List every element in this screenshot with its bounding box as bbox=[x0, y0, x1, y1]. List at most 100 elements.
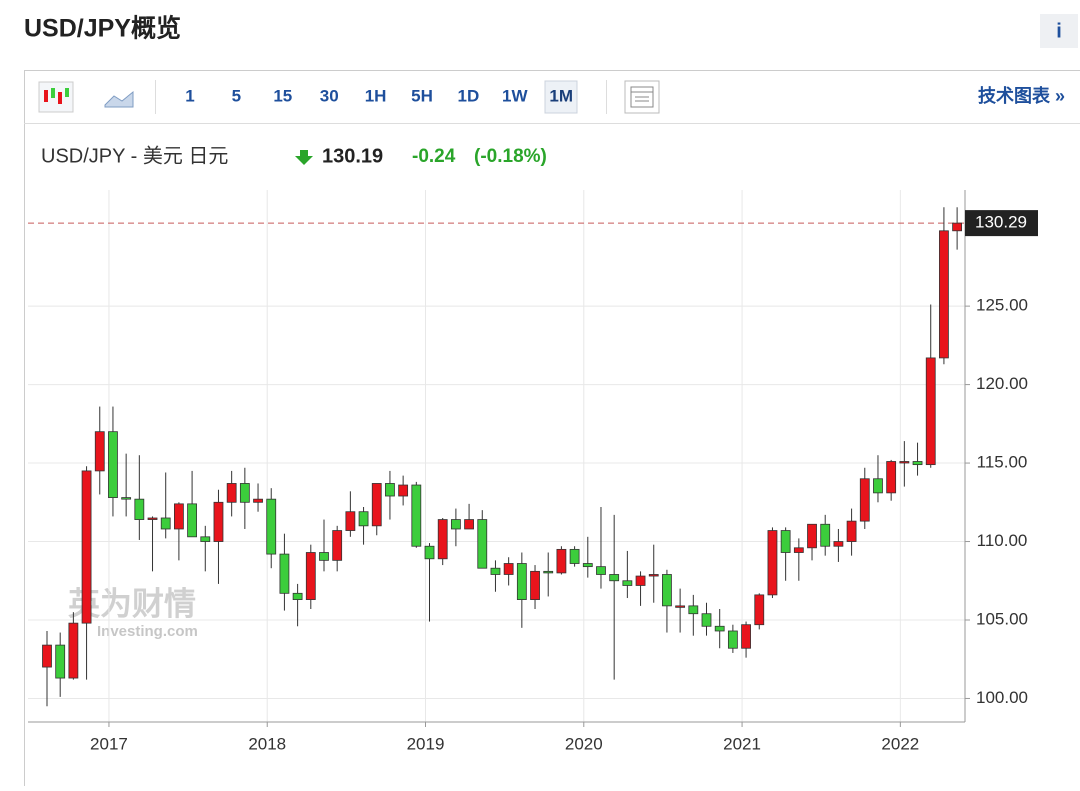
y-tick-label: 125.00 bbox=[976, 296, 1028, 315]
candle-body bbox=[636, 576, 645, 585]
candle-body bbox=[346, 512, 355, 531]
candle-body bbox=[596, 567, 605, 575]
candle-body bbox=[122, 498, 131, 500]
x-tick-label: 2020 bbox=[565, 734, 603, 753]
candle-body bbox=[570, 549, 579, 563]
layout-icon[interactable] bbox=[625, 81, 659, 113]
candle-body bbox=[649, 574, 658, 576]
candle-body bbox=[689, 606, 698, 614]
candle-body bbox=[56, 645, 65, 678]
candle-body bbox=[214, 502, 223, 541]
candle-body bbox=[491, 568, 500, 574]
candle-body bbox=[728, 631, 737, 648]
candle-body bbox=[478, 520, 487, 569]
candle-body bbox=[939, 231, 948, 358]
candle-body bbox=[808, 524, 817, 548]
candle-body bbox=[913, 461, 922, 464]
y-tick-label: 120.00 bbox=[976, 374, 1028, 393]
candle-body bbox=[847, 521, 856, 541]
candle-body bbox=[108, 432, 117, 498]
x-tick-label: 2019 bbox=[407, 734, 445, 753]
candle-body bbox=[438, 520, 447, 559]
last-price-label: 130.29 bbox=[975, 213, 1027, 232]
candle-body bbox=[319, 553, 328, 561]
interval-button[interactable]: 1 bbox=[185, 86, 194, 105]
candle-body bbox=[161, 518, 170, 529]
info-button[interactable]: i bbox=[1056, 20, 1062, 42]
x-tick-label: 2017 bbox=[90, 734, 128, 753]
candle-body bbox=[188, 504, 197, 537]
candle-body bbox=[293, 593, 302, 599]
candle-body bbox=[412, 485, 421, 546]
candle-body bbox=[755, 595, 764, 625]
candle-body bbox=[887, 461, 896, 492]
y-tick-label: 110.00 bbox=[977, 531, 1028, 550]
interval-button[interactable]: 1D bbox=[458, 86, 480, 105]
candle-body bbox=[781, 531, 790, 553]
candle-body bbox=[465, 520, 474, 529]
candle-body bbox=[610, 574, 619, 580]
x-tick-label: 2018 bbox=[248, 734, 286, 753]
candle-body bbox=[702, 614, 711, 627]
candle-body bbox=[267, 499, 276, 554]
candle-body bbox=[254, 499, 263, 502]
candle-body bbox=[517, 563, 526, 599]
candle-body bbox=[174, 504, 183, 529]
quote-change-pct: (-0.18%) bbox=[474, 146, 547, 167]
technical-chart-link[interactable]: 技术图表 » bbox=[978, 85, 1065, 106]
candle-body bbox=[333, 531, 342, 561]
candle-body bbox=[148, 518, 157, 520]
candle-body bbox=[676, 606, 685, 608]
candle-body bbox=[926, 358, 935, 465]
interval-button[interactable]: 15 bbox=[273, 86, 292, 105]
candle-body bbox=[372, 483, 381, 525]
quote-price: 130.19 bbox=[322, 145, 383, 167]
candle-body bbox=[306, 553, 315, 600]
candle-body bbox=[227, 483, 236, 502]
candle-body bbox=[95, 432, 104, 471]
candle-body bbox=[280, 554, 289, 593]
y-tick-label: 100.00 bbox=[976, 688, 1028, 707]
candle-body bbox=[873, 479, 882, 493]
watermark-site: Investing.com bbox=[97, 623, 198, 640]
candle-body bbox=[399, 485, 408, 496]
candle-body bbox=[715, 626, 724, 631]
candle-body bbox=[953, 223, 962, 231]
candle-body bbox=[240, 483, 249, 502]
candle-body bbox=[583, 563, 592, 566]
candle-body bbox=[359, 512, 368, 526]
panel bbox=[25, 71, 1080, 787]
candle-body bbox=[557, 549, 566, 573]
candle-body bbox=[451, 520, 460, 529]
candle-body bbox=[82, 471, 91, 623]
interval-button[interactable]: 1H bbox=[365, 86, 387, 105]
x-tick-label: 2022 bbox=[881, 734, 919, 753]
candle-body bbox=[794, 548, 803, 553]
interval-button[interactable]: 1M bbox=[549, 86, 573, 105]
x-tick-label: 2021 bbox=[723, 734, 761, 753]
candle-body bbox=[623, 581, 632, 586]
interval-button[interactable]: 1W bbox=[502, 86, 528, 105]
quote-name: USD/JPY - 美元 日元 bbox=[41, 144, 228, 167]
candle-body bbox=[742, 625, 751, 649]
candle-icon[interactable] bbox=[39, 82, 73, 112]
interval-button[interactable]: 5H bbox=[411, 86, 433, 105]
candle-body bbox=[834, 542, 843, 547]
candle-body bbox=[821, 524, 830, 546]
y-tick-label: 105.00 bbox=[976, 609, 1028, 628]
page-title: USD/JPY概览 bbox=[24, 15, 181, 43]
candle-body bbox=[544, 571, 553, 573]
candle-body bbox=[385, 483, 394, 496]
candle-body bbox=[860, 479, 869, 521]
interval-button[interactable]: 30 bbox=[320, 86, 339, 105]
candle-body bbox=[201, 537, 210, 542]
candle-body bbox=[900, 461, 909, 463]
candle-body bbox=[425, 546, 434, 559]
candle-body bbox=[768, 531, 777, 595]
candle-body bbox=[43, 645, 52, 667]
interval-button[interactable]: 5 bbox=[232, 86, 241, 105]
candle-body bbox=[531, 571, 540, 599]
candle-body bbox=[135, 499, 144, 519]
